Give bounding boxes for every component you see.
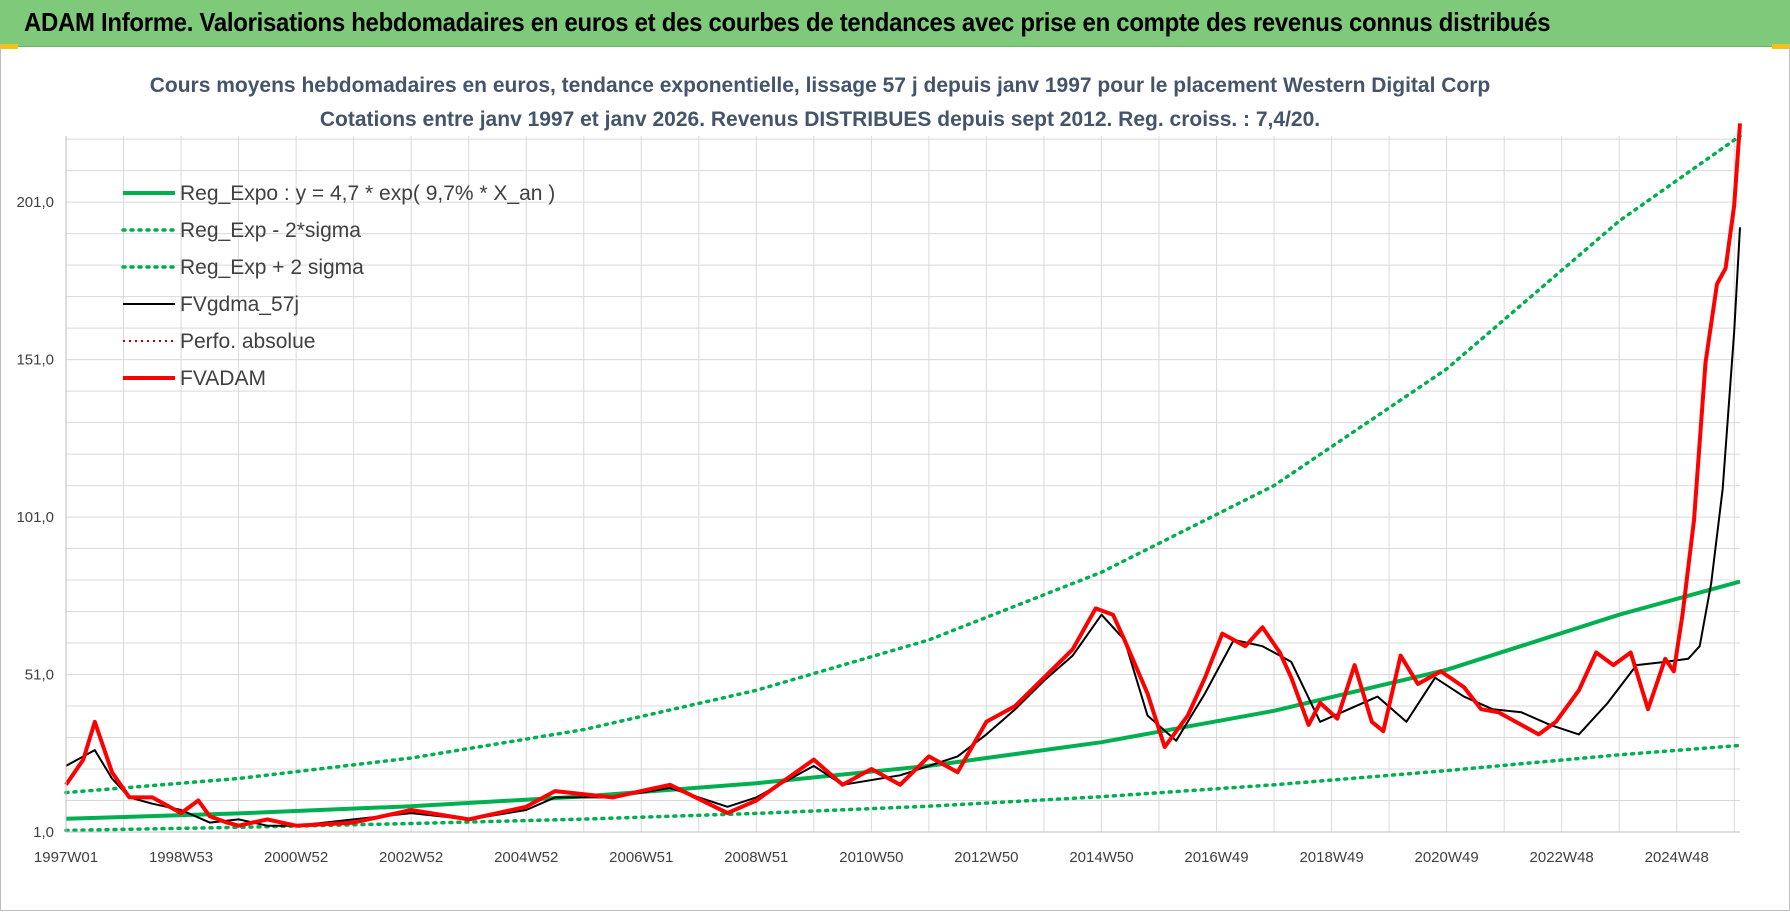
corner-mark-left <box>0 44 18 49</box>
x-tick-label: 2020W49 <box>1415 849 1479 866</box>
plot-area <box>64 123 1742 833</box>
y-tick-label: 151,0 <box>16 352 54 369</box>
x-tick-label: 2022W48 <box>1530 849 1594 866</box>
legend-label-reg-exp-plus: Reg_Exp + 2 sigma <box>180 256 364 279</box>
grid <box>65 136 1740 833</box>
legend-label-perfo-absolue: Perfo. absolue <box>180 330 315 353</box>
x-tick-label: 2000W52 <box>264 849 328 866</box>
legend: Reg_Expo : y = 4,7 * exp( 9,7% * X_an ) R… <box>121 182 555 390</box>
x-tick-label: 1997W01 <box>34 849 98 866</box>
series-reg-exp-plus <box>64 134 1742 795</box>
x-tick-label: 2010W50 <box>839 849 903 866</box>
x-tick-label: 2024W48 <box>1645 849 1709 866</box>
x-tick-label: 2006W51 <box>609 849 673 866</box>
axes: 1,0 51,0 101,0 151,0 201,0 1997W01 1998W53 2000… <box>16 136 1740 866</box>
x-tick-label: 2012W50 <box>954 849 1018 866</box>
series-fvadam <box>64 123 1742 828</box>
y-tick-label: 51,0 <box>25 667 54 684</box>
series-fvgdma <box>65 227 1741 827</box>
legend-label-reg-exp-minus: Reg_Exp - 2*sigma <box>180 219 361 242</box>
y-tick-label: 1,0 <box>33 824 54 841</box>
x-tick-label: 2004W52 <box>494 849 558 866</box>
chart-subtitle: Cotations entre janv 1997 et janv 2026. … <box>320 108 1320 131</box>
legend-label-fvgdma: FVgdma_57j <box>180 293 299 316</box>
x-tick-label: 2016W49 <box>1184 849 1248 866</box>
legend-label-fvadam: FVADAM <box>180 367 266 390</box>
report-title: ADAM Informe. Valorisations hebdomadaire… <box>24 7 1551 37</box>
x-tick-label: 2018W49 <box>1299 849 1363 866</box>
x-tick-label: 2008W51 <box>724 849 788 866</box>
x-tick-label: 2014W50 <box>1069 849 1133 866</box>
legend-label-reg-expo: Reg_Expo : y = 4,7 * exp( 9,7% * X_an ) <box>180 182 555 205</box>
y-tick-label: 101,0 <box>16 509 54 526</box>
x-tick-label: 1998W53 <box>149 849 213 866</box>
x-tick-label: 2002W52 <box>379 849 443 866</box>
chart-title: Cours moyens hebdomadaires en euros, ten… <box>150 74 1491 97</box>
report-banner: ADAM Informe. Valorisations hebdomadaire… <box>0 0 1790 47</box>
series-reg-exp-minus <box>64 743 1742 833</box>
corner-mark-right <box>1772 44 1790 49</box>
y-tick-label: 201,0 <box>16 194 54 211</box>
